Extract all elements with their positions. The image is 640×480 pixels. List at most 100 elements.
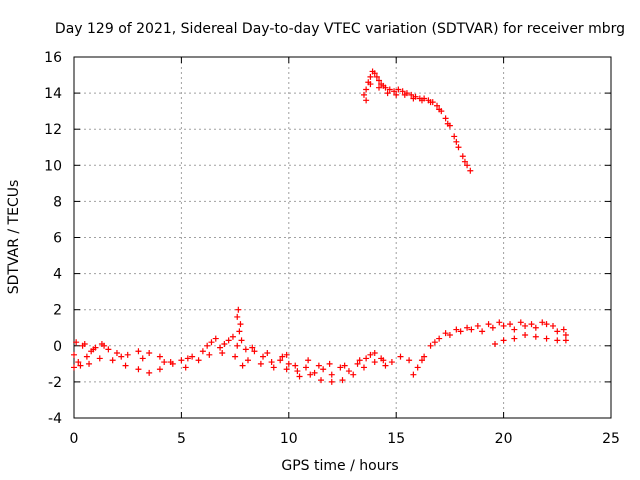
plus-marker xyxy=(75,359,82,366)
data-point-marker xyxy=(371,359,378,366)
data-point-marker xyxy=(238,337,245,344)
data-point-marker xyxy=(244,357,251,364)
plus-marker xyxy=(244,357,251,364)
data-point-marker xyxy=(81,340,88,347)
plus-marker xyxy=(238,337,245,344)
plus-marker xyxy=(393,91,400,98)
plus-marker xyxy=(360,364,367,371)
plus-marker xyxy=(81,340,88,347)
y-tick-label: 10 xyxy=(44,158,62,174)
plus-marker xyxy=(71,364,77,371)
plus-marker xyxy=(434,102,441,109)
plus-marker xyxy=(562,331,569,338)
data-point-marker xyxy=(444,120,451,127)
data-point-marker xyxy=(386,86,393,93)
data-point-marker xyxy=(239,362,246,369)
plus-marker xyxy=(139,355,146,362)
plus-marker xyxy=(73,339,80,346)
data-point-marker xyxy=(522,322,529,329)
data-point-marker xyxy=(296,373,303,380)
plus-marker xyxy=(459,153,466,160)
data-point-marker xyxy=(427,342,434,349)
plus-marker xyxy=(195,357,202,364)
plus-marker xyxy=(260,353,267,360)
plus-marker xyxy=(234,342,241,349)
plus-marker xyxy=(410,95,417,102)
data-point-marker xyxy=(328,371,335,378)
data-point-marker xyxy=(305,357,312,364)
data-point-marker xyxy=(345,368,352,375)
data-point-marker xyxy=(474,322,481,329)
plus-marker xyxy=(264,350,271,357)
data-point-marker xyxy=(113,350,120,357)
plus-marker xyxy=(444,120,451,127)
plus-marker xyxy=(418,357,425,364)
plus-marker xyxy=(408,91,415,98)
data-point-marker xyxy=(195,357,202,364)
data-point-marker xyxy=(371,70,378,77)
data-point-marker xyxy=(453,138,460,145)
data-point-marker xyxy=(367,351,374,358)
data-point-marker xyxy=(277,357,284,364)
data-point-marker xyxy=(249,344,256,351)
data-point-marker xyxy=(189,353,196,360)
axis-ticks: 0 5 10 15 20 25 -4 -2 0 2 4 6 8 10 12 14 16 xyxy=(44,50,620,447)
plus-marker xyxy=(414,364,421,371)
plus-marker xyxy=(221,340,228,347)
plus-marker xyxy=(511,326,518,333)
data-point-marker xyxy=(376,84,383,91)
data-point-marker xyxy=(418,357,425,364)
data-point-marker xyxy=(528,321,535,328)
plus-marker xyxy=(118,353,125,360)
data-point-marker xyxy=(178,357,185,364)
data-point-marker xyxy=(489,324,496,331)
data-point-marker xyxy=(204,342,211,349)
plus-marker xyxy=(378,355,385,362)
plus-marker xyxy=(507,321,514,328)
data-point-marker xyxy=(500,322,507,329)
plus-marker xyxy=(219,350,226,357)
plus-marker xyxy=(307,371,314,378)
data-points xyxy=(71,68,569,385)
plus-marker xyxy=(418,97,425,104)
plus-marker xyxy=(453,326,460,333)
data-point-marker xyxy=(217,344,224,351)
plus-marker xyxy=(522,331,529,338)
plus-marker xyxy=(442,115,449,122)
plus-marker xyxy=(161,359,168,366)
data-point-marker xyxy=(457,328,464,335)
plus-marker xyxy=(135,348,142,355)
data-point-marker xyxy=(360,91,367,98)
data-point-marker xyxy=(326,360,333,367)
data-point-marker xyxy=(96,355,103,362)
plus-marker xyxy=(485,321,492,328)
data-point-marker xyxy=(135,348,142,355)
plus-marker xyxy=(367,73,374,80)
x-tick-label: 15 xyxy=(387,431,405,447)
data-point-marker xyxy=(539,319,546,326)
data-point-marker xyxy=(320,366,327,373)
data-point-marker xyxy=(464,324,471,331)
plus-marker xyxy=(217,344,224,351)
data-point-marker xyxy=(283,366,290,373)
plus-marker xyxy=(124,351,131,358)
data-point-marker xyxy=(354,360,361,367)
data-point-marker xyxy=(522,331,529,338)
plus-marker xyxy=(479,328,486,335)
plus-marker xyxy=(371,350,378,357)
plus-marker xyxy=(146,350,153,357)
plus-marker xyxy=(341,362,348,369)
plus-marker xyxy=(212,335,219,342)
plus-marker xyxy=(410,371,417,378)
data-point-marker xyxy=(532,324,539,331)
plus-marker xyxy=(474,322,481,329)
data-point-marker xyxy=(229,333,236,340)
data-point-marker xyxy=(511,335,518,342)
data-point-marker xyxy=(235,306,242,313)
x-tick-label: 0 xyxy=(70,431,79,447)
data-point-marker xyxy=(421,353,428,360)
plus-marker xyxy=(320,366,327,373)
data-point-marker xyxy=(363,97,370,104)
plus-marker xyxy=(554,337,561,344)
data-point-marker xyxy=(337,364,344,371)
